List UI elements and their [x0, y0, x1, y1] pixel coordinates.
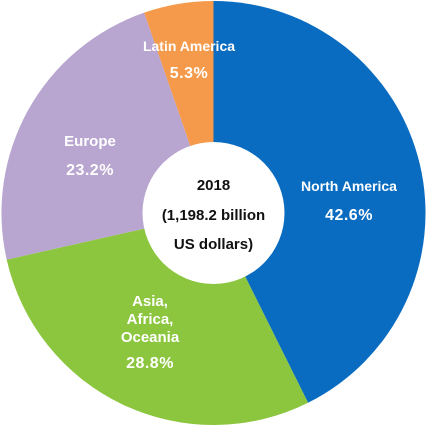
slice-value-asia-africa-oceania: 28.8% [126, 355, 174, 372]
slice-label-asia-africa-oceania-line-2: Africa, [127, 311, 174, 328]
donut-hole [142, 142, 285, 284]
slice-value-north-america: 42.6% [325, 207, 373, 224]
slice-label-europe-line-1: Europe [64, 133, 116, 150]
center-text-line-1: 2018 [197, 177, 230, 194]
center-text-line-3: US dollars) [174, 236, 253, 253]
center-text-line-2: (1,198.2 billion [162, 207, 265, 224]
labels-group: North America 42.6% Asia,Africa,Oceania 28.… [64, 38, 397, 372]
slice-label-asia-africa-oceania-line-1: Asia, [132, 293, 168, 310]
slice-north-america [213, 0, 426, 403]
slice-value-latin-america: 5.3% [170, 65, 208, 82]
slice-label-asia-africa-oceania-line-3: Oceania [121, 329, 180, 346]
slice-label-north-america-line-1: North America [301, 178, 397, 194]
center-label: 2018 (1,198.2 billion US dollars) [162, 177, 265, 253]
slice-value-europe: 23.2% [66, 162, 114, 179]
slice-label-latin-america-line-1: Latin America [143, 38, 235, 54]
